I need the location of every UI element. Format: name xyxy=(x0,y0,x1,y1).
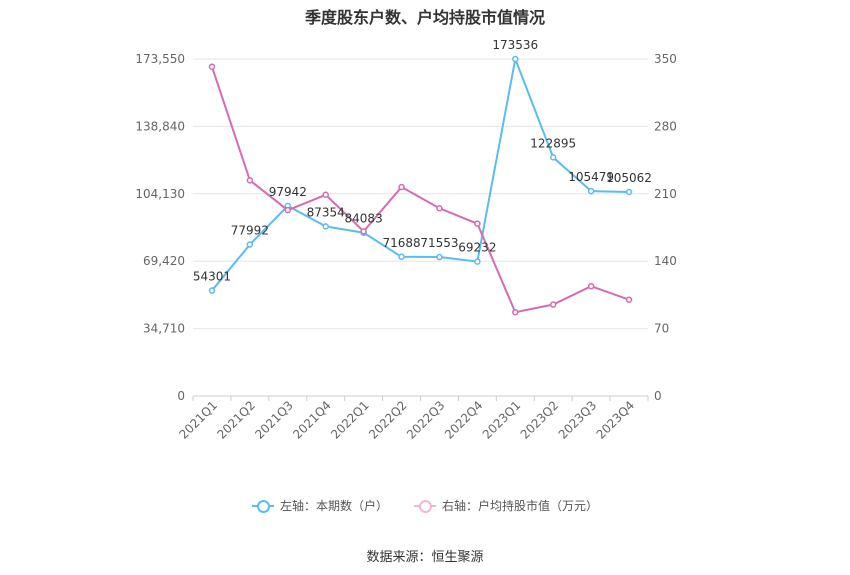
legend-label-right: 右轴：户均持股市值（万元） xyxy=(442,499,599,513)
data-source: 数据来源：恒生聚源 xyxy=(366,550,484,565)
x-axis-category-label: 2022Q3 xyxy=(404,398,448,442)
series-point-right xyxy=(398,183,405,191)
legend-marker-right-icon xyxy=(414,499,436,513)
series-point-left xyxy=(474,258,481,265)
series-point-right xyxy=(474,220,481,227)
series-point-left xyxy=(587,187,595,195)
series-point-right xyxy=(512,308,519,316)
x-axis-category-label: 2022Q1 xyxy=(328,398,372,442)
left-axis-tick-label: 104,130 xyxy=(135,187,185,201)
x-axis-category-label: 2023Q1 xyxy=(480,398,524,442)
series-point-left xyxy=(549,154,557,161)
series-point-left xyxy=(246,241,254,248)
series-point-left xyxy=(512,55,519,63)
data-label: 71553 xyxy=(420,236,458,250)
series-point-right xyxy=(246,177,254,184)
series-point-right xyxy=(587,282,595,290)
data-label: 54301 xyxy=(193,270,231,284)
data-label: 87354 xyxy=(307,205,345,219)
series-point-right xyxy=(436,204,443,212)
legend: 左轴：本期数（户） 右轴：户均持股市值（万元） xyxy=(0,497,850,514)
series-point-left xyxy=(625,188,633,196)
series-point-left xyxy=(436,253,443,261)
x-axis-category-label: 2022Q4 xyxy=(442,398,486,442)
right-axis-tick-label: 210 xyxy=(654,187,677,201)
right-axis-tick-label: 0 xyxy=(654,389,662,403)
data-label: 71688 xyxy=(382,236,420,250)
series-point-left xyxy=(322,223,329,230)
series-point-left xyxy=(208,287,216,294)
series-point-right xyxy=(549,301,557,308)
series-point-right xyxy=(208,63,216,70)
left-axis-tick-label: 0 xyxy=(177,389,185,403)
right-axis-tick-label: 140 xyxy=(654,254,677,268)
data-label: 69232 xyxy=(458,241,496,255)
data-label: 97942 xyxy=(269,185,307,199)
x-axis-category-label: 2021Q4 xyxy=(290,398,334,442)
right-axis-tick-label: 350 xyxy=(654,52,677,66)
x-axis-category-label: 2021Q3 xyxy=(252,398,296,442)
data-label: 122895 xyxy=(530,136,576,150)
data-label: 77992 xyxy=(231,224,269,238)
legend-item-right-series[interactable]: 右轴：户均持股市值（万元） xyxy=(414,497,598,514)
data-label: 84083 xyxy=(345,212,383,226)
data-label: 105062 xyxy=(606,171,652,185)
right-axis-tick-label: 70 xyxy=(654,322,669,336)
data-label: 105479 xyxy=(568,170,614,184)
series-point-right xyxy=(360,228,367,235)
data-label: 173536 xyxy=(492,38,538,52)
legend-marker-left-icon xyxy=(251,499,274,513)
series-layer xyxy=(208,55,633,316)
series-line-right xyxy=(211,66,630,314)
legend-item-left-series[interactable]: 左轴：本期数（户） xyxy=(251,497,388,514)
series-point-right xyxy=(284,206,292,214)
x-axis-category-label: 2023Q2 xyxy=(518,398,562,442)
chart-title: 季度股东户数、户均持股市值情况 xyxy=(304,8,545,27)
right-axis-tick-label: 280 xyxy=(654,119,677,133)
series-point-left xyxy=(398,253,405,261)
x-axis-category-label: 2023Q4 xyxy=(594,398,638,442)
series-point-right xyxy=(625,296,633,303)
left-axis-tick-label: 69,420 xyxy=(143,254,185,268)
series-line-left xyxy=(211,55,630,292)
x-axis-category-label: 2021Q2 xyxy=(214,398,258,442)
x-axis-category-label: 2022Q2 xyxy=(366,398,410,442)
left-axis-tick-label: 173,550 xyxy=(135,52,185,66)
series-point-right xyxy=(322,191,329,199)
legend-label-left: 左轴：本期数（户） xyxy=(279,499,388,513)
left-axis-tick-label: 34,710 xyxy=(143,322,185,336)
left-axis-tick-label: 138,840 xyxy=(135,119,185,133)
x-axis-category-label: 2023Q3 xyxy=(556,398,600,442)
x-axis-category-label: 2021Q1 xyxy=(177,398,221,442)
